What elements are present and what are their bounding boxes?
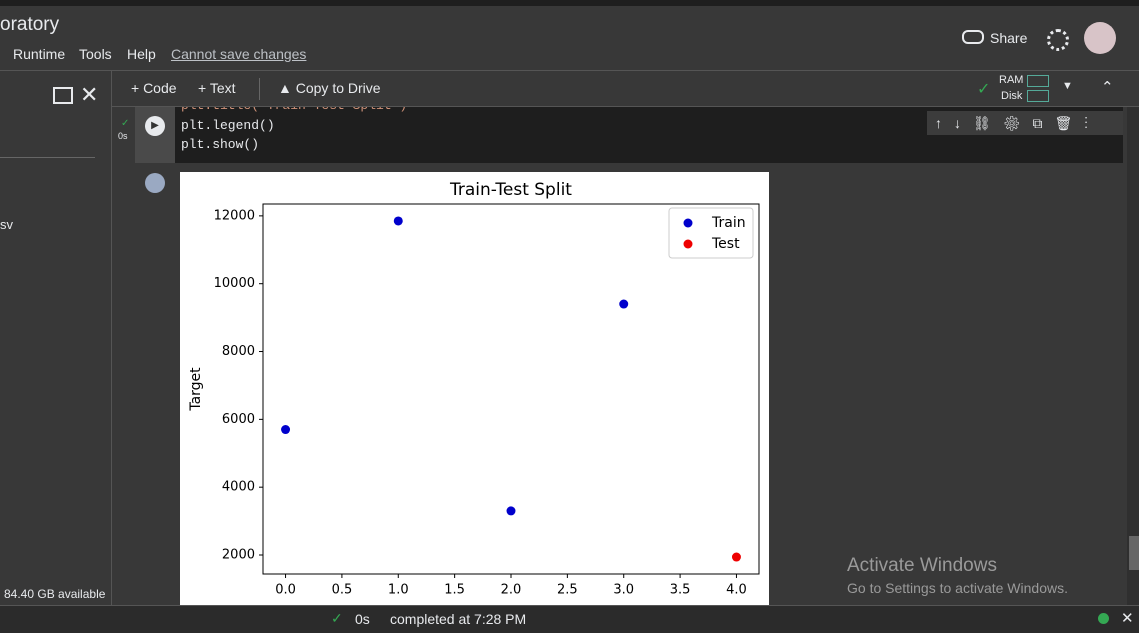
y-tick-label: 10000 — [214, 276, 255, 291]
code-line: plt.title('Train-Test Split') — [181, 107, 407, 113]
save-notice[interactable]: Cannot save changes — [171, 46, 307, 62]
x-tick-label: 3.5 — [670, 583, 691, 598]
file-name[interactable]: sv — [0, 217, 13, 232]
add-text[interactable]: + Text — [198, 80, 236, 96]
x-tick-label: 3.0 — [613, 583, 634, 598]
window-icon[interactable] — [53, 87, 73, 104]
chart-title: Train-Test Split — [449, 180, 572, 200]
divider — [0, 157, 95, 158]
point — [506, 506, 516, 516]
x-tick-label: 2.0 — [501, 583, 522, 598]
divider — [0, 70, 1139, 71]
code-editor[interactable]: plt.title('Train-Test Split') plt.legend… — [175, 107, 797, 163]
legend-marker — [683, 239, 693, 249]
chart: Train-Test Split Target 2000 4000 6000 8000… — [180, 172, 769, 605]
storage: 84.40 GB available — [4, 587, 106, 601]
menu-item[interactable]: Runtime — [13, 46, 66, 62]
legend-marker — [683, 218, 693, 228]
status-dot — [1098, 613, 1109, 624]
x-tick-label: 1.0 — [388, 583, 409, 598]
run-button[interactable]: ▶ — [145, 116, 165, 136]
scroll-thumb[interactable] — [1129, 536, 1139, 570]
y-tick-label: 4000 — [222, 480, 255, 495]
top-strip — [0, 0, 1139, 6]
app-title: oratory — [0, 14, 60, 35]
status-bar — [0, 605, 1139, 633]
point — [393, 216, 403, 226]
add-code[interactable]: + Code — [131, 80, 177, 96]
output-icon — [145, 173, 165, 193]
status-check: ✓ — [331, 610, 343, 626]
cell-toolbar[interactable]: ↑↓⛓⚙⧉🗑⋮ — [927, 111, 1123, 135]
copy-drive[interactable]: ▲ Copy to Drive — [278, 80, 381, 96]
exec-check: ✓ — [121, 118, 130, 129]
close-icon[interactable]: ✕ — [80, 82, 99, 107]
settings-icon[interactable] — [1047, 29, 1069, 51]
y-tick-label: 6000 — [222, 412, 255, 427]
share-button[interactable]: Share — [990, 30, 1028, 46]
check-icon: ✓ — [977, 81, 991, 98]
y-tick-label: 8000 — [222, 344, 255, 359]
legend-label: Train — [711, 215, 746, 231]
link-icon — [962, 30, 984, 44]
y-axis-label: Target — [188, 367, 204, 412]
dropdown[interactable]: ▼ — [1062, 80, 1073, 92]
disk-label: Disk — [1001, 90, 1023, 102]
ram-label: RAM — [999, 74, 1024, 86]
point — [731, 552, 741, 562]
code-line: plt.show() — [181, 137, 260, 152]
y-tick-label: 12000 — [214, 208, 255, 223]
code-line: plt.legend() — [181, 118, 275, 133]
watermark-subtitle: Go to Settings to activate Windows. — [847, 580, 1068, 596]
sidebar — [0, 71, 112, 632]
x-tick-label: 1.5 — [444, 583, 465, 598]
divider — [112, 106, 1139, 107]
legend-label: Test — [711, 236, 740, 252]
ram-bar — [1027, 75, 1049, 87]
copy-label: Copy to Drive — [295, 80, 381, 96]
status-message: completed at 7:28 PM — [390, 611, 527, 627]
x-tick-label: 0.5 — [332, 583, 353, 598]
axes-frame — [262, 203, 760, 575]
x-tick-label: 2.5 — [557, 583, 578, 598]
scrollbar — [1127, 107, 1139, 605]
watermark-title: Activate Windows — [847, 555, 997, 576]
y-tick-label: 2000 — [222, 548, 255, 563]
collapse[interactable]: ⌃ — [1101, 79, 1114, 96]
x-tick-label: 4.0 — [726, 583, 747, 598]
avatar[interactable] — [1084, 22, 1116, 54]
point — [619, 299, 629, 309]
x-tick-label: 0.0 — [275, 583, 296, 598]
menu-item[interactable]: Tools — [79, 46, 112, 62]
menu-item[interactable]: Help — [127, 46, 156, 62]
point — [281, 425, 291, 435]
status-close[interactable]: ✕ — [1121, 610, 1134, 627]
divider — [259, 78, 260, 100]
exec-time: 0s — [118, 131, 128, 141]
status-time: 0s — [355, 611, 370, 627]
disk-bar — [1027, 90, 1049, 102]
